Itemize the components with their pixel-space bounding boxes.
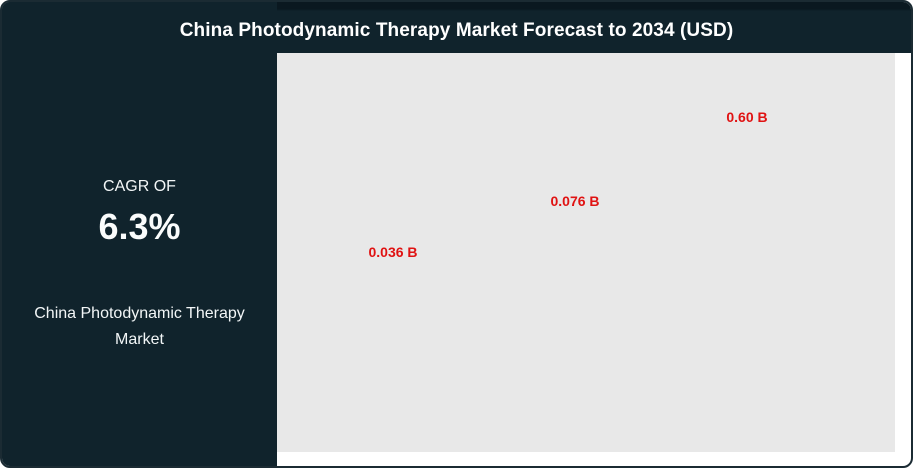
chart-title: China Photodynamic Therapy Market Foreca… — [179, 20, 734, 41]
cagr-label: CAGR OF — [103, 178, 176, 195]
sidebar: CAGR OF 6.3% China Photodynamic Therapy … — [2, 2, 277, 466]
plot-area: 0.036 B 0.076 B 0.60 B — [277, 53, 895, 452]
sidebar-band — [2, 2, 277, 466]
market-name: China Photodynamic Therapy Market — [34, 305, 245, 348]
cagr-value: 6.3% — [98, 206, 181, 247]
bar-value-label-3: 0.60 B — [726, 109, 768, 125]
bar-value-label-2: 0.076 B — [550, 193, 600, 209]
bar-value-label-1: 0.036 B — [368, 244, 418, 260]
